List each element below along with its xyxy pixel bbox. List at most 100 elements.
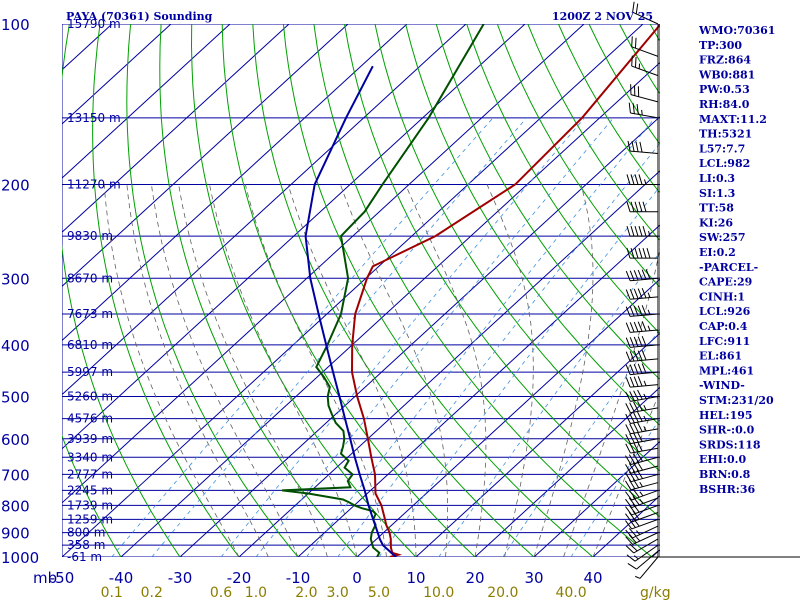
index-item: BSHR:36 xyxy=(699,483,755,496)
index-item: WMO:70361 xyxy=(698,24,775,37)
index-item: LCL:926 xyxy=(699,305,751,318)
pressure-unit-label: mb xyxy=(33,569,57,587)
moist-adiabat-line xyxy=(151,184,299,557)
dry-adiabat-line xyxy=(344,24,660,518)
moist-adiabat-line xyxy=(533,184,594,557)
isotherm-line xyxy=(62,24,172,125)
moist-adiabat-line xyxy=(287,184,417,557)
dry-adiabat-line xyxy=(62,24,181,557)
height-label: 1739 m xyxy=(67,498,113,512)
temperature-tick-label: 20 xyxy=(465,569,484,587)
dry-adiabat-line xyxy=(126,24,299,557)
index-item: EHI:0.0 xyxy=(699,453,746,466)
moist-adiabat-line xyxy=(126,184,269,557)
height-label: 7673 m xyxy=(67,307,113,321)
index-item: TT:58 xyxy=(699,202,734,215)
temperature-tick-label: -50 xyxy=(50,569,75,587)
pressure-tick-label: 1000 xyxy=(1,549,39,567)
pressure-tick-label: 500 xyxy=(1,389,30,407)
wind-barb xyxy=(625,503,659,516)
pressure-tick-label: 400 xyxy=(1,337,30,355)
mixing-ratio-line xyxy=(111,117,494,557)
index-item: RH:84.0 xyxy=(699,98,750,111)
index-item: STM:231/20 xyxy=(699,394,774,407)
height-label: 8670 m xyxy=(67,271,113,285)
mixing-ratio-line xyxy=(502,328,660,557)
wind-barb xyxy=(631,55,659,77)
mixing-ratio-tick-label: 0.6 xyxy=(210,585,232,600)
wind-barb xyxy=(625,350,659,362)
wind-barb xyxy=(625,321,659,333)
mixing-ratio-line xyxy=(306,117,656,557)
index-item: LFC:911 xyxy=(699,335,750,348)
pressure-tick-label: 200 xyxy=(1,176,30,194)
isotherm-line xyxy=(62,24,349,288)
height-label: 2245 m xyxy=(67,483,113,497)
temperature-tick-label: -40 xyxy=(109,569,134,587)
moist-adiabat-line xyxy=(209,184,358,557)
dry-adiabat-line xyxy=(92,24,240,557)
wind-barb xyxy=(632,1,659,25)
dry-adiabat-line xyxy=(466,24,660,335)
dry-adiabat-line xyxy=(435,24,660,381)
height-label: -61 m xyxy=(67,550,102,564)
isotherm-line xyxy=(356,278,660,557)
mixing-ratio-tick-label: 10.0 xyxy=(423,585,454,600)
isotherm-line xyxy=(592,494,660,557)
index-item: KI:26 xyxy=(699,216,733,229)
dry-adiabat-line xyxy=(588,24,660,146)
height-label: 15790 m xyxy=(67,17,121,31)
wind-barb xyxy=(625,376,659,388)
index-item: EL:861 xyxy=(699,350,742,363)
mixing-ratio-tick-label: 0.2 xyxy=(141,585,163,600)
height-label: 2777 m xyxy=(67,467,113,481)
index-item: SHR-:0.0 xyxy=(699,424,755,437)
chart-series xyxy=(281,24,660,557)
moist-adiabat-line xyxy=(486,184,534,557)
moist-adiabat-line xyxy=(405,184,487,557)
isotherm-line xyxy=(62,24,408,342)
index-item: -PARCEL- xyxy=(699,261,758,274)
wind-barb xyxy=(631,36,659,57)
wind-barb xyxy=(625,538,659,554)
index-item: LCL:982 xyxy=(699,157,750,170)
dry-adiabat-line xyxy=(313,24,653,557)
station-title: PAYA (70361) Sounding xyxy=(66,10,213,23)
dry-adiabat-line xyxy=(405,24,660,427)
mixing-ratio-tick-label: 5.0 xyxy=(368,585,390,600)
mixing-ratio-tick-label: 1.0 xyxy=(245,585,267,600)
mixing-ratio-line xyxy=(151,117,527,557)
wind-barb xyxy=(626,248,658,259)
wind-barb xyxy=(630,84,659,103)
wind-barb xyxy=(625,496,659,509)
index-item: HEL:195 xyxy=(699,409,753,422)
dry-adiabat-line xyxy=(527,24,660,242)
index-item: WB0:881 xyxy=(698,68,755,81)
temperature-tick-label: 10 xyxy=(406,569,425,587)
wind-barb xyxy=(625,532,659,545)
isotherm-line xyxy=(62,24,290,233)
mixing-ratio-tick-label: 2.0 xyxy=(295,585,317,600)
wind-barb xyxy=(635,556,659,579)
moist-adiabat-line xyxy=(178,184,328,557)
isotherm-line xyxy=(415,332,660,557)
pressure-tick-label: 100 xyxy=(1,16,30,34)
index-item: CINH:1 xyxy=(699,290,745,303)
parcel-trace xyxy=(304,65,397,557)
chart-grid xyxy=(62,24,660,557)
isotherm-line xyxy=(62,24,467,396)
index-item: FRZ:864 xyxy=(699,54,751,67)
wind-barb xyxy=(626,225,658,237)
mixing-ratio-line xyxy=(570,418,660,557)
mixing-ratio-line xyxy=(438,251,660,557)
index-item: CAPE:29 xyxy=(699,276,752,289)
dry-adiabat-line xyxy=(159,24,358,557)
dry-adiabat-line xyxy=(496,24,660,289)
pressure-tick-label: 800 xyxy=(1,497,30,515)
temperature-tick-label: -30 xyxy=(168,569,193,587)
temperature-trace xyxy=(350,24,660,557)
isotherm-line xyxy=(62,24,585,504)
index-item: MPL:461 xyxy=(699,364,754,377)
height-label: 358 m xyxy=(67,538,105,552)
